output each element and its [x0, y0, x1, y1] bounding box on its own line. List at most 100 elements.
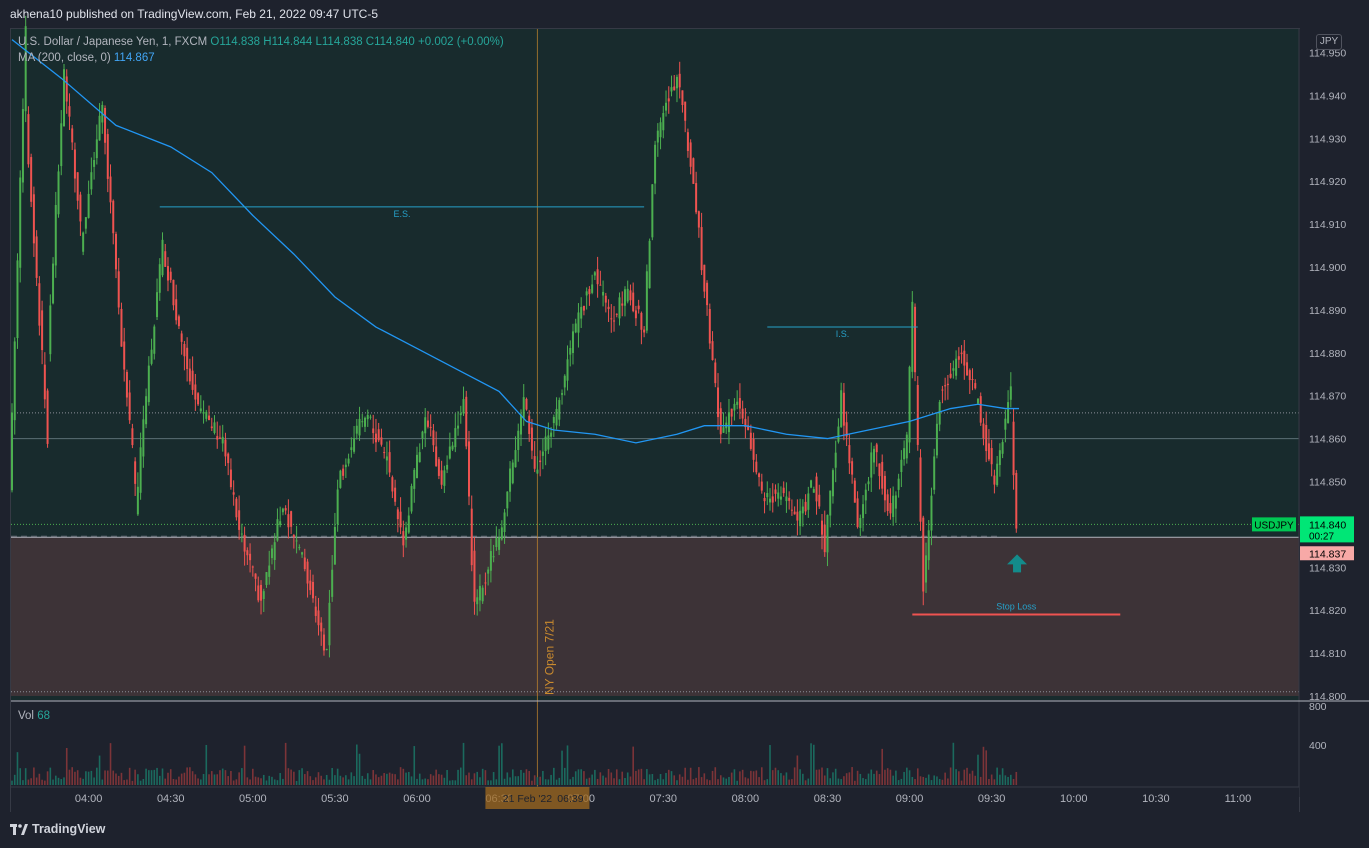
candle-body	[952, 368, 955, 371]
candle-body	[514, 450, 517, 468]
volume-bar	[377, 777, 380, 785]
candle-body	[333, 526, 336, 565]
ma-indicator-label[interactable]: MA (200, close, 0)	[18, 52, 111, 64]
candle-body	[763, 498, 766, 502]
volume-bar	[566, 745, 569, 785]
candle-body	[364, 417, 367, 427]
volume-bar	[435, 769, 437, 785]
volume-bar	[993, 779, 996, 785]
volume-legend[interactable]: Vol 68	[18, 710, 50, 722]
candle-body	[57, 171, 60, 215]
candle-body	[210, 426, 213, 429]
volume-bar	[314, 777, 317, 785]
volume-bar	[375, 774, 377, 785]
price-axis-bg	[1299, 29, 1369, 797]
volume-bar	[468, 772, 470, 785]
candle-body	[448, 446, 451, 459]
candle-body	[213, 422, 216, 433]
candle-body	[224, 439, 227, 457]
volume-bar	[503, 778, 506, 785]
candle-body	[955, 358, 958, 376]
candle-body	[815, 476, 818, 502]
candle-body	[11, 412, 13, 491]
candle-body	[495, 537, 498, 548]
volume-bar	[128, 767, 131, 785]
volume-bar	[829, 778, 832, 785]
candle-body	[377, 429, 380, 441]
candle-body	[541, 451, 544, 456]
candle-body	[717, 387, 720, 418]
volume-bar	[210, 771, 213, 785]
volume-bar	[585, 778, 588, 785]
volume-bar	[542, 770, 544, 785]
candle-body	[383, 452, 386, 454]
volume-bar	[126, 779, 128, 785]
candle-body	[935, 423, 938, 456]
currency-badge[interactable]: JPY	[1316, 34, 1342, 50]
candle-body	[372, 428, 375, 434]
volume-bar	[517, 776, 520, 785]
candle-body	[257, 585, 260, 601]
candle-body	[930, 495, 933, 531]
volume-bar	[131, 780, 134, 785]
candle-body	[591, 284, 594, 293]
candle-body	[681, 90, 684, 106]
volume-bar	[1015, 771, 1018, 785]
volume-bar	[213, 774, 216, 785]
candle-body	[829, 490, 832, 516]
volume-bar	[843, 776, 845, 785]
volume-bar	[424, 778, 427, 785]
candle-body	[558, 400, 561, 420]
symbol-badge-label: USDJPY	[1254, 520, 1294, 531]
volume-bar	[999, 774, 1001, 785]
volume-bar	[725, 778, 728, 785]
previous-close-value: 114.837	[1309, 548, 1346, 560]
candle-body	[853, 480, 856, 503]
volume-bar	[142, 778, 145, 785]
volume-bar	[632, 746, 634, 785]
candle-body	[303, 557, 306, 570]
volume-bar	[506, 772, 509, 785]
candle-body	[470, 508, 473, 566]
volume-bar	[46, 771, 49, 785]
candle-body	[640, 312, 643, 330]
volume-bar	[52, 779, 54, 785]
time-axis-bg	[11, 787, 1299, 812]
candle-body	[416, 454, 419, 479]
price-tick-label: 114.920	[1309, 176, 1346, 188]
volume-bar	[320, 775, 323, 785]
volume-bar	[851, 767, 853, 785]
volume-bar	[257, 777, 260, 785]
volume-bar	[355, 744, 358, 785]
volume-bar	[963, 769, 966, 785]
volume-bar	[164, 778, 167, 785]
candle-body	[673, 86, 676, 91]
candle-body	[812, 489, 815, 493]
volume-bar	[432, 775, 435, 785]
price-tick-label: 114.870	[1309, 391, 1346, 403]
volume-bar	[388, 772, 391, 785]
volume-bar	[93, 777, 95, 785]
volume-bar	[451, 780, 454, 785]
volume-bar	[944, 772, 946, 785]
candle-body	[990, 448, 993, 465]
volume-bar	[383, 773, 385, 785]
volume-bar	[293, 771, 295, 785]
candle-body	[123, 341, 126, 370]
candle-body	[799, 510, 802, 527]
zone-shading	[11, 537, 1299, 696]
candle-body	[539, 460, 542, 463]
volume-bar	[366, 773, 369, 785]
candle-body	[298, 547, 301, 549]
candle-body	[741, 408, 744, 419]
volume-bar	[698, 767, 700, 785]
volume-bar	[700, 777, 703, 785]
candle-body	[62, 69, 65, 127]
volume-bar	[44, 780, 46, 785]
volume-bar	[276, 780, 279, 785]
candle-body	[407, 515, 410, 533]
volume-bar	[399, 767, 402, 785]
volume-bar	[520, 769, 522, 785]
candle-body	[374, 433, 377, 443]
